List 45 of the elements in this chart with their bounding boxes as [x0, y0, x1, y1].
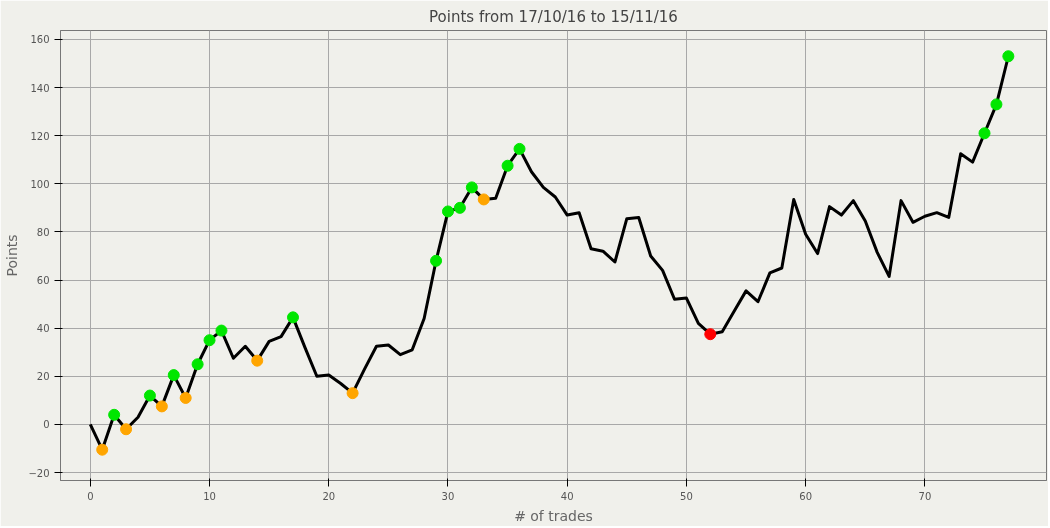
- point: [465, 181, 478, 194]
- point: [155, 400, 168, 413]
- y-tick-label: 140: [30, 82, 50, 94]
- y-tick-label: 40: [36, 323, 50, 335]
- point: [191, 358, 204, 371]
- x-tick-label: 20: [322, 490, 336, 502]
- x-tick-label: 70: [918, 490, 932, 502]
- point: [346, 387, 359, 400]
- x-tick-label: 10: [203, 490, 216, 502]
- y-axis-title: Points: [4, 234, 21, 277]
- point: [430, 254, 443, 267]
- point: [978, 127, 991, 140]
- x-tick-label: 0: [87, 490, 94, 502]
- point: [990, 98, 1003, 111]
- y-tick-label: 20: [36, 371, 50, 383]
- point: [179, 391, 192, 404]
- y-tick-label: 160: [30, 34, 50, 46]
- chart-title: Points from 17/10/16 to 15/11/16: [429, 7, 678, 26]
- point: [96, 443, 109, 456]
- point: [251, 354, 264, 367]
- y-tick-label: 80: [36, 226, 50, 238]
- y-tick-label: −20: [28, 467, 50, 479]
- x-tick-label: 60: [799, 490, 813, 502]
- point: [477, 193, 490, 206]
- y-tick-label: 60: [36, 275, 50, 287]
- x-tick-label: 40: [560, 490, 574, 502]
- point: [143, 389, 156, 402]
- point: [203, 334, 216, 347]
- x-axis-title: # of trades: [514, 507, 593, 524]
- point: [704, 328, 717, 341]
- point: [513, 142, 526, 155]
- y-tick-label: 120: [30, 130, 50, 142]
- point: [120, 423, 133, 436]
- point: [167, 369, 180, 382]
- point: [501, 159, 514, 172]
- x-tick-label: 50: [680, 490, 693, 502]
- point: [286, 311, 299, 324]
- point: [1002, 50, 1015, 63]
- y-tick-label: 0: [43, 419, 50, 431]
- y-tick-label: 100: [30, 178, 50, 190]
- point: [441, 205, 454, 218]
- point: [215, 324, 228, 337]
- point: [108, 408, 121, 421]
- point: [453, 201, 466, 214]
- x-tick-label: 30: [441, 490, 455, 502]
